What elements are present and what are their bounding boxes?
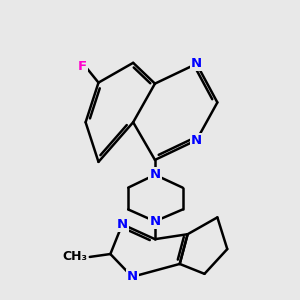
Text: N: N [149, 168, 161, 181]
Text: F: F [78, 60, 87, 73]
Text: N: N [191, 134, 202, 147]
Text: CH₃: CH₃ [62, 250, 87, 263]
Text: N: N [117, 218, 128, 231]
Text: N: N [149, 215, 161, 228]
Text: N: N [127, 270, 138, 283]
Text: N: N [191, 57, 202, 70]
